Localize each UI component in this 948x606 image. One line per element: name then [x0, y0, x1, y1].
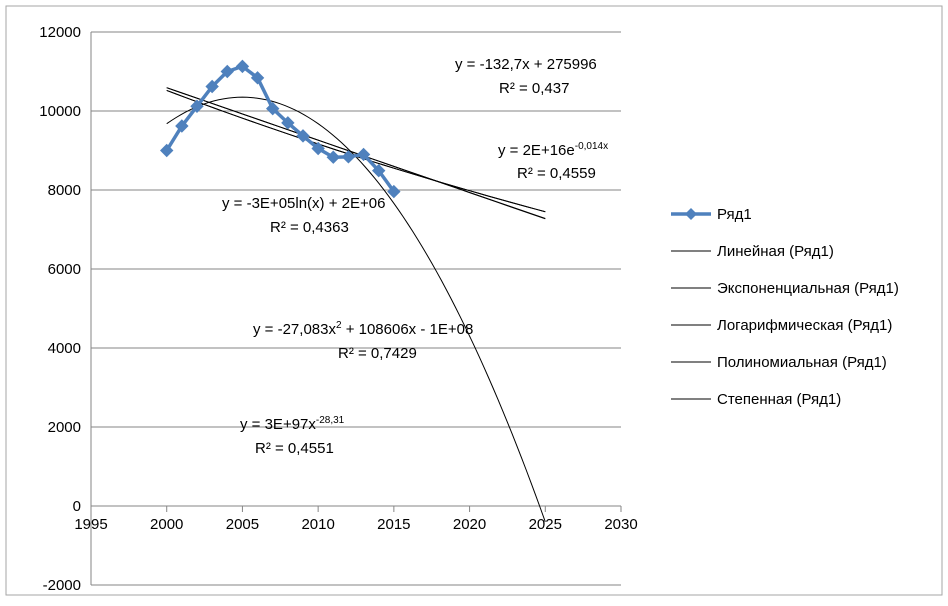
trendline-equation-power: y = 3E+97x-28,31: [240, 415, 345, 433]
trendline-r2-power: R² = 0,4551: [255, 440, 334, 457]
trendline-r2-logarithmic: R² = 0,4363: [270, 219, 349, 236]
trendline-equation-polynomial: y = -27,083x2 + 108606x - 1E+08: [253, 320, 473, 338]
data-point: [356, 147, 371, 162]
series-line: [165, 64, 396, 193]
trendline-r2-linear: R² = 0,437: [499, 80, 569, 97]
data-point: [326, 150, 340, 164]
data-point: [190, 99, 204, 113]
legend-label: Логарифмическая (Ряд1): [717, 317, 892, 334]
x-tick-label: 2000: [150, 516, 183, 533]
trendline-r2-exponential: R² = 0,4559: [517, 165, 596, 182]
y-tick-label: 0: [73, 498, 81, 515]
data-point: [160, 143, 174, 158]
data-point: [372, 163, 386, 178]
y-tick-label: 2000: [48, 419, 81, 436]
trendline-logarithmic: [166, 87, 546, 219]
data-point: [281, 116, 295, 130]
tick-labels: -2000 0 2000 4000 6000 8000 10000 12000 1995 2000…: [39, 24, 637, 594]
data-point: [235, 59, 250, 74]
data-point: [250, 71, 265, 85]
legend-label: Линейная (Ряд1): [717, 243, 834, 260]
data-point: [220, 64, 234, 79]
data-point: [296, 129, 310, 143]
data-point: [266, 101, 280, 116]
legend-label: Полиномиальная (Ряд1): [717, 354, 887, 371]
y-tick-label: 6000: [48, 261, 81, 278]
y-tick-label: 12000: [39, 24, 81, 41]
legend-label: Экспоненциальная (Ряд1): [717, 280, 899, 297]
legend-label: Степенная (Ряд1): [717, 391, 841, 408]
axes: [90, 32, 622, 585]
x-tick-label: 2020: [453, 516, 486, 533]
trendline-equation-linear: y = -132,7x + 275996: [455, 56, 597, 73]
chart-border: [5, 5, 943, 596]
data-point: [175, 119, 189, 133]
x-tick-label: 2025: [529, 516, 562, 533]
y-tick-label: 10000: [39, 103, 81, 120]
trendline-equation-logarithmic: y = -3E+05ln(x) + 2E+06: [222, 195, 385, 212]
data-point: [205, 79, 219, 94]
legend-marker: [685, 208, 697, 220]
y-tick-label: 4000: [48, 340, 81, 357]
x-tick-label: 2030: [604, 516, 637, 533]
x-tick-label: 2005: [226, 516, 259, 533]
data-series: [160, 59, 401, 199]
x-tick-label: 2010: [301, 516, 334, 533]
legend-label: Ряд1: [717, 206, 752, 223]
data-point: [387, 184, 401, 199]
x-tick-label: 2015: [377, 516, 410, 533]
gridlines: [91, 31, 621, 586]
x-tick-label: 1995: [74, 516, 107, 533]
trendline-r2-polynomial: R² = 0,7429: [338, 345, 417, 362]
trendline-equation-exponential: y = 2E+16e-0,014x: [498, 141, 608, 159]
data-point: [311, 141, 325, 156]
y-tick-label: -2000: [43, 577, 81, 594]
legend: Ряд1 Линейная (Ряд1) Экспоненциальная (Ряд…: [671, 206, 899, 408]
data-point: [341, 150, 356, 164]
trendline-equations: y = -132,7x + 275996 R² = 0,437 y = 2E+16e…: [222, 56, 608, 457]
y-tick-label: 8000: [48, 182, 81, 199]
